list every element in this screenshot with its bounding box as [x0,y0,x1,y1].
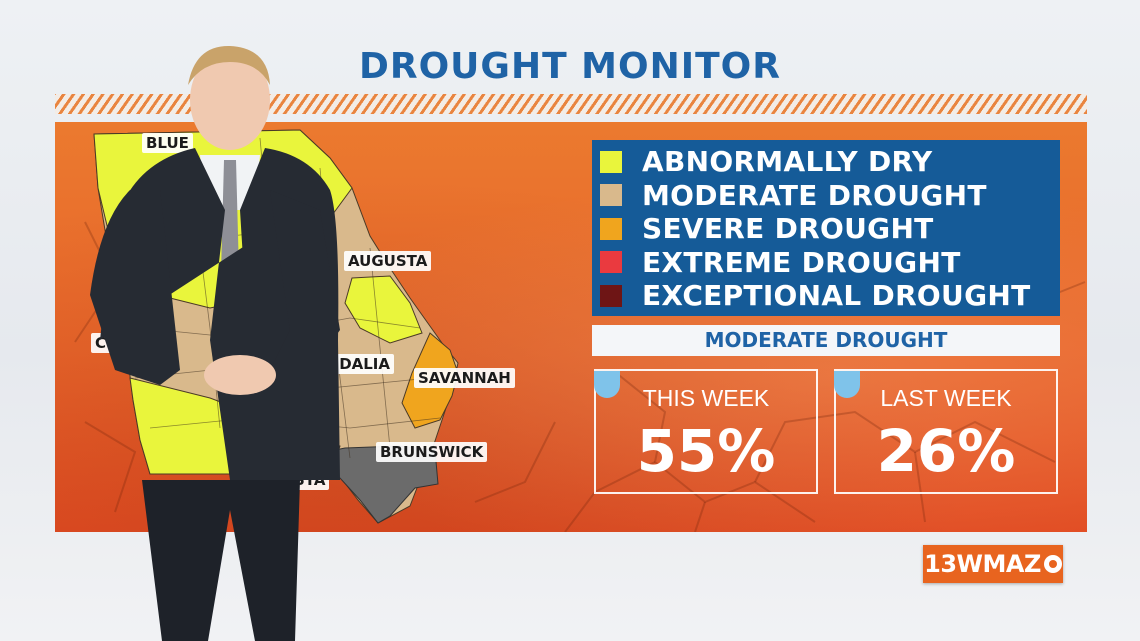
city-label-blue: BLUE [142,133,193,153]
legend-label: MODERATE DROUGHT [642,178,987,212]
legend-item-abnormally-dry: ABNORMALLY DRY [600,145,1060,179]
stat-label: LAST WEEK [880,385,1012,411]
water-drop-icon [834,371,860,398]
decorative-hatch-bar [55,94,1087,114]
legend-label: ABNORMALLY DRY [642,145,933,179]
legend-swatch [600,284,622,307]
station-logo: 13WMAZ [923,545,1063,583]
stat-category-title: MODERATE DROUGHT [592,325,1060,356]
stat-label: THIS WEEK [642,385,770,411]
page-title: DROUGHT MONITOR [358,46,782,87]
drought-legend: ABNORMALLY DRY MODERATE DROUGHT SEVERE D… [592,140,1060,316]
legend-item-extreme-drought: EXTREME DROUGHT [600,246,1060,280]
stat-value: 26% [876,417,1016,485]
legend-item-exceptional-drought: EXCEPTIONAL DROUGHT [600,279,1060,313]
water-drop-icon [594,371,620,398]
stat-box-last-week: LAST WEEK 26% [834,369,1058,494]
legend-swatch [600,150,622,173]
city-label-savannah: SAVANNAH [414,368,515,388]
city-label-augusta: AUGUSTA [344,251,432,271]
logo-text: 13WMAZ [924,550,1041,578]
stat-box-this-week: THIS WEEK 55% [594,369,818,494]
cracked-earth-texture [74,221,1086,532]
legend-swatch [600,217,622,240]
cbs-eye-icon [1043,555,1062,573]
legend-item-moderate-drought: MODERATE DROUGHT [600,179,1060,213]
legend-label: EXCEPTIONAL DROUGHT [642,279,1031,313]
legend-swatch [600,184,622,207]
legend-swatch [600,251,622,274]
city-label-brunswick: BRUNSWICK [376,442,488,462]
map-region-abnormally-dry-east [344,275,423,344]
legend-item-severe-drought: SEVERE DROUGHT [600,212,1060,246]
stat-value: 55% [636,417,776,485]
legend-label: SEVERE DROUGHT [642,212,934,246]
legend-label: EXTREME DROUGHT [642,245,961,279]
presenter-figure [90,45,340,641]
